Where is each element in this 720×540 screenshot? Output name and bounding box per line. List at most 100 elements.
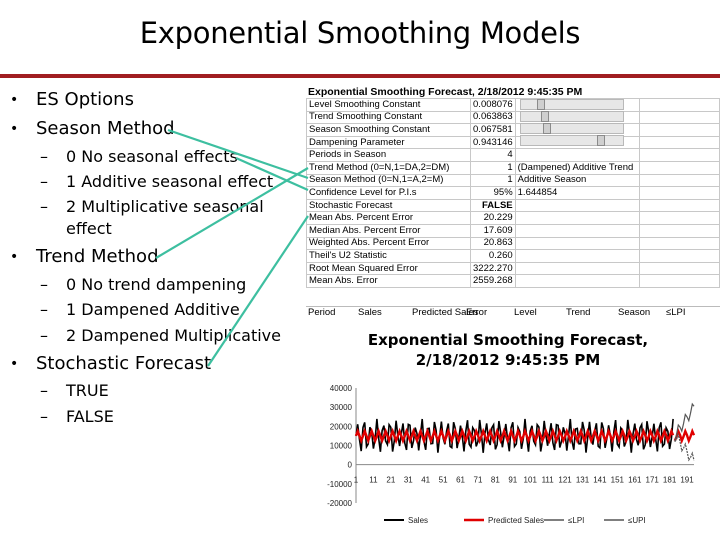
sheet-cell-value[interactable]: 20.863 [469, 236, 516, 251]
sheet-cell-extra[interactable] [514, 261, 641, 276]
sheet-cell-value[interactable]: 1 [469, 160, 516, 175]
sheet-cell-value[interactable]: 0.260 [469, 249, 516, 263]
scrollbar-thumb[interactable] [543, 123, 551, 134]
sheet-row: Confidence Level for P.I.s 95% 1.644854 [306, 186, 720, 200]
sheet-cell-extra[interactable] [514, 211, 641, 225]
sheet-cell-empty[interactable] [639, 186, 720, 200]
sheet-cell-label[interactable]: Theil's U2 Statistic [306, 249, 471, 263]
sheet-cell-value[interactable]: 2559.268 [469, 274, 516, 288]
sub-dash: – [40, 275, 48, 294]
sheet-row: Periods in Season 4 [306, 148, 720, 162]
sub-text: FALSE [66, 407, 114, 426]
sheet-cell-label[interactable]: Dampening Parameter [306, 135, 471, 150]
series-upi-line [674, 402, 695, 442]
sheet-cell-label[interactable]: Root Mean Squared Error [306, 261, 471, 276]
dampening-scrollbar[interactable] [520, 135, 624, 146]
sheet-cell-empty[interactable] [639, 110, 720, 125]
sheet-cell-extra[interactable] [514, 198, 641, 213]
sheet-cell-value[interactable]: 17.609 [469, 223, 516, 238]
sheet-cell-label[interactable]: Trend Smoothing Constant [306, 110, 471, 125]
sheet-cell-empty[interactable] [639, 173, 720, 188]
sub-dash: – [40, 300, 48, 319]
sheet-row: Weighted Abs. Percent Error 20.863 [306, 236, 720, 251]
sheet-cell-label[interactable]: Level Smoothing Constant [306, 98, 471, 112]
sheet-row: Median Abs. Percent Error 17.609 [306, 223, 720, 238]
sheet-row: Trend Method (0=N,1=DA,2=DM) 1 (Dampened) … [306, 160, 720, 175]
sub-text: 0 No seasonal effects [66, 147, 238, 166]
sheet-cell-extra[interactable] [514, 274, 641, 288]
sheet-cell-empty[interactable] [639, 160, 720, 175]
x-tick-label: 191 [680, 476, 694, 485]
sheet-cell-empty[interactable] [639, 249, 720, 263]
x-tick-label: 41 [421, 476, 430, 485]
column-header: Level [514, 307, 537, 318]
sheet-cell-empty[interactable] [639, 135, 720, 150]
legend-label: ≤LPI [568, 516, 584, 525]
sheet-cell-empty[interactable] [639, 198, 720, 213]
sheet-cell-empty[interactable] [639, 261, 720, 276]
sheet-cell-label[interactable]: Mean Abs. Error [306, 274, 471, 288]
column-header: Period [308, 307, 336, 318]
sheet-cell-value[interactable]: 95% [469, 186, 516, 200]
scrollbar-thumb[interactable] [597, 135, 605, 146]
level-smoothing-scrollbar[interactable] [520, 99, 624, 110]
sub-text: TRUE [66, 381, 109, 400]
bullet-text: ES Options [36, 89, 134, 110]
sheet-cell-value[interactable]: 20.229 [469, 211, 516, 225]
y-tick-label: 10000 [330, 442, 353, 451]
sheet-cell-label[interactable]: Stochastic Forecast [306, 198, 471, 213]
sheet-cell-empty[interactable] [639, 274, 720, 288]
bullet-dot: • [10, 356, 19, 372]
sheet-cell-empty[interactable] [639, 123, 720, 137]
sheet-cell-value[interactable]: 3222.270 [469, 261, 516, 276]
sheet-cell-extra[interactable] [514, 236, 641, 251]
y-tick-label: -10000 [327, 480, 352, 489]
series-lpi-line [674, 432, 695, 462]
sub-dash: – [40, 197, 48, 216]
sheet-cell-empty[interactable] [639, 236, 720, 251]
sheet-cell-label[interactable]: Trend Method (0=N,1=DA,2=DM) [306, 160, 471, 175]
sheet-cell-label[interactable]: Weighted Abs. Percent Error [306, 236, 471, 251]
sheet-row: Mean Abs. Error 2559.268 [306, 274, 720, 288]
sheet-cell-label[interactable]: Season Smoothing Constant [306, 123, 471, 137]
sheet-row: Season Smoothing Constant 0.067581 [306, 123, 720, 137]
season-smoothing-scrollbar[interactable] [520, 123, 624, 134]
sheet-cell-value[interactable]: 0.008076 [469, 98, 516, 112]
sheet-cell-value[interactable]: 0.943146 [469, 135, 516, 150]
column-header: Season [618, 307, 651, 318]
chart-title-line-2: 2/18/2012 9:45:35 PM [415, 351, 601, 369]
sheet-cell-empty[interactable] [639, 98, 720, 112]
sheet-cell-label[interactable]: Median Abs. Percent Error [306, 223, 471, 238]
x-tick-label: 71 [474, 476, 483, 485]
sheet-cell-value[interactable]: 4 [469, 148, 516, 162]
sheet-cell-extra[interactable]: Additive Season [514, 173, 641, 188]
sheet-cell-extra[interactable] [514, 249, 641, 263]
sheet-cell-label[interactable]: Periods in Season [306, 148, 471, 162]
sheet-cell-label[interactable]: Season Method (0=N,1=A,2=M) [306, 173, 471, 188]
sheet-cell-label[interactable]: Confidence Level for P.I.s [306, 186, 471, 200]
x-tick-label: 11 [369, 476, 378, 485]
chart-title-line-1: Exponential Smoothing Forecast, [367, 331, 649, 349]
sheet-cell-value[interactable]: 0.063863 [469, 110, 516, 125]
sheet-cell-label[interactable]: Mean Abs. Percent Error [306, 211, 471, 225]
sheet-cell-extra[interactable]: 1.644854 [514, 186, 641, 200]
column-header: Sales [358, 307, 382, 318]
scrollbar-thumb[interactable] [537, 99, 545, 110]
sheet-row: Root Mean Squared Error 3222.270 [306, 261, 720, 276]
sheet-cell-empty[interactable] [639, 223, 720, 238]
sheet-cell-empty[interactable] [639, 148, 720, 162]
sheet-cell-value[interactable]: 1 [469, 173, 516, 188]
sheet-cell-extra[interactable] [514, 223, 641, 238]
scrollbar-thumb[interactable] [541, 111, 549, 122]
column-header: Trend [566, 307, 591, 318]
column-header-row: Period Sales Predicted Sales Error Level… [306, 306, 720, 319]
sheet-cell-extra[interactable]: (Dampened) Additive Trend [514, 160, 641, 175]
trend-smoothing-scrollbar[interactable] [520, 111, 624, 122]
sheet-cell-empty[interactable] [639, 211, 720, 225]
x-tick-label: 31 [404, 476, 413, 485]
sheet-cell-value[interactable]: FALSE [469, 198, 516, 213]
sheet-cell-extra[interactable] [514, 148, 641, 162]
y-tick-label: 20000 [330, 422, 353, 431]
sheet-cell-value[interactable]: 0.067581 [469, 123, 516, 137]
